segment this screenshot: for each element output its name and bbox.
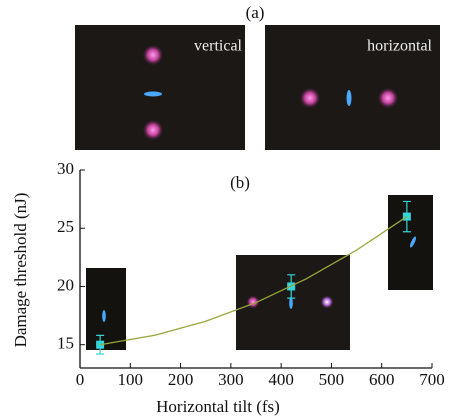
insets <box>86 195 433 350</box>
y-tick-label: 15 <box>57 334 74 353</box>
x-tick-label: 300 <box>218 370 244 389</box>
x-tick-label: 0 <box>76 370 85 389</box>
x-tick-label: 200 <box>168 370 194 389</box>
panel-b-label: (b) <box>230 173 250 192</box>
image-horizontal: horizontal <box>265 25 440 150</box>
y-tick-label: 25 <box>57 217 74 236</box>
x-tick-label: 700 <box>419 370 445 389</box>
y-tick-label: 30 <box>57 159 74 178</box>
y-axis-title: Damage threshold (nJ) <box>11 193 30 348</box>
image-vertical: vertical <box>75 25 245 150</box>
x-tick-label: 600 <box>369 370 395 389</box>
panel-a-label: (a) <box>246 3 265 22</box>
fit-curve <box>100 216 408 346</box>
x-axis-title: Horizontal tilt (fs) <box>156 397 280 416</box>
x-tick-label: 500 <box>319 370 345 389</box>
image-label: horizontal <box>367 38 432 55</box>
x-tick-label: 100 <box>118 370 144 389</box>
x-tick-label: 400 <box>268 370 294 389</box>
y-tick-label: 20 <box>57 275 74 294</box>
image-label: vertical <box>194 38 243 55</box>
